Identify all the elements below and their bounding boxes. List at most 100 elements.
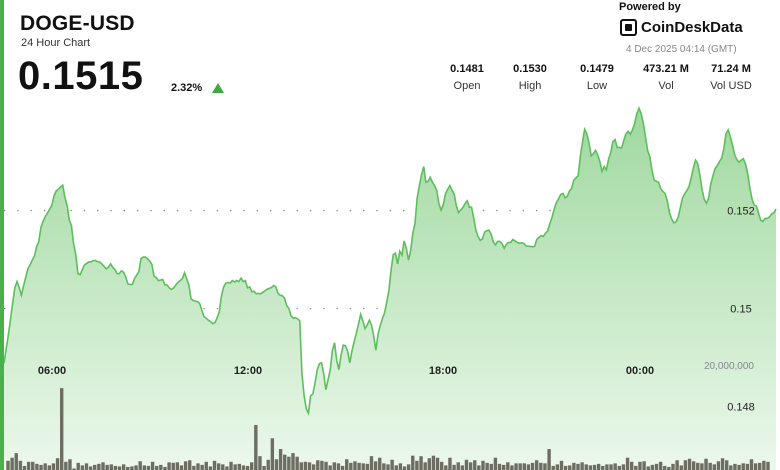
volume-bar [481, 460, 485, 470]
volume-bar [51, 463, 56, 470]
volume-bar [749, 459, 754, 470]
volume-bar [716, 461, 721, 470]
volume-bar [126, 466, 130, 470]
stat-label: Low [586, 80, 608, 92]
volume-bar [278, 449, 283, 470]
price-area-fill [4, 108, 776, 470]
volume-bar [369, 456, 374, 470]
volume-bar [121, 464, 126, 470]
volume-bar [233, 464, 237, 470]
stat-value: 0.1530 [513, 63, 547, 75]
volume-bar [691, 461, 696, 470]
volume-bar [617, 465, 621, 470]
volume-tick-label: 20,000,000 [704, 361, 754, 372]
volume-bar [679, 465, 683, 470]
volume-bar [485, 462, 489, 470]
volume-bar [596, 463, 601, 470]
volume-bar [105, 464, 109, 470]
volume-bar [642, 461, 646, 470]
volume-bar [287, 456, 291, 470]
volume-bar [262, 465, 266, 470]
x-tick-label: 12:00 [234, 365, 262, 377]
volume-bar [411, 455, 415, 470]
volume-bar [708, 462, 712, 470]
volume-bar [630, 461, 634, 470]
volume-bar [159, 464, 163, 470]
volume-bar [530, 462, 535, 470]
volume-bar [625, 457, 630, 470]
volume-bar [419, 456, 423, 470]
volume-bar [720, 458, 725, 470]
ticker-symbol: DOGE-USD [20, 12, 135, 35]
volume-bar [592, 464, 597, 470]
volume-bar [216, 463, 221, 470]
stat-vol: 473.21 M Vol [631, 63, 701, 92]
brand-name: CoinDeskData [641, 19, 743, 36]
volume-bar [444, 465, 448, 470]
volume-bar [55, 458, 60, 470]
volume-bar [568, 465, 572, 470]
volume-bar [667, 466, 671, 470]
volume-bar [72, 468, 76, 470]
volume-bar [93, 464, 97, 470]
y-tick-label: 0.148 [727, 401, 755, 413]
volume-bar [332, 462, 336, 470]
price-line [3, 106, 777, 416]
volume-bar [539, 462, 543, 470]
stat-label: Vol USD [710, 80, 752, 92]
volume-bar [345, 459, 349, 470]
volume-bar [506, 462, 510, 470]
volume-bar [307, 462, 312, 470]
volume-bar [64, 461, 68, 470]
powered-by-label: Powered by [619, 1, 681, 13]
volume-bar [266, 459, 270, 470]
stat-vol-usd: 71.24 M Vol USD [696, 63, 766, 92]
volume-bar [26, 461, 31, 470]
volume-bar [68, 459, 72, 470]
volume-bar [427, 458, 431, 470]
volume-bar [47, 465, 51, 470]
volume-bar [200, 464, 204, 470]
volume-bar [501, 464, 506, 470]
volume-bar [14, 453, 18, 470]
volume-bar [142, 465, 146, 470]
volume-bar [456, 462, 460, 470]
volume-bar [196, 463, 200, 470]
volume-bar [613, 463, 617, 470]
stat-label: Vol [658, 80, 674, 92]
volume-bar [138, 461, 142, 470]
volume-bar [398, 463, 403, 470]
volume-bar [340, 465, 345, 470]
volume-bar [221, 464, 225, 470]
volume-bar [452, 464, 456, 470]
volume-bar [361, 463, 365, 470]
volume-bar [762, 460, 766, 470]
stat-value: 0.1479 [580, 63, 614, 75]
volume-bar [84, 463, 89, 470]
volume-bar [150, 461, 155, 470]
volume-bar [386, 464, 390, 470]
volume-bar [766, 461, 770, 470]
volume-bar [270, 438, 275, 470]
volume-bar [563, 465, 568, 470]
volume-bar [31, 461, 35, 470]
volume-bar [696, 462, 700, 470]
volume-bar [650, 464, 655, 470]
y-tick-label: 0.15 [730, 303, 751, 315]
volume-bar [336, 463, 341, 470]
volume-bar [283, 454, 287, 470]
volume-bar [101, 462, 105, 470]
volume-bar [373, 461, 378, 470]
volume-bar [654, 463, 659, 470]
volume-bar [683, 460, 688, 470]
volume-bar [179, 465, 184, 470]
volume-bar [580, 462, 584, 470]
volume-bar [555, 464, 560, 470]
x-tick-label: 00:00 [626, 365, 654, 377]
volume-bar [634, 465, 638, 470]
volume-bar [146, 465, 151, 470]
volume-bar [704, 458, 708, 470]
volume-bar [576, 463, 580, 470]
up-arrow-icon [212, 83, 224, 93]
stat-value: 71.24 M [711, 63, 751, 75]
